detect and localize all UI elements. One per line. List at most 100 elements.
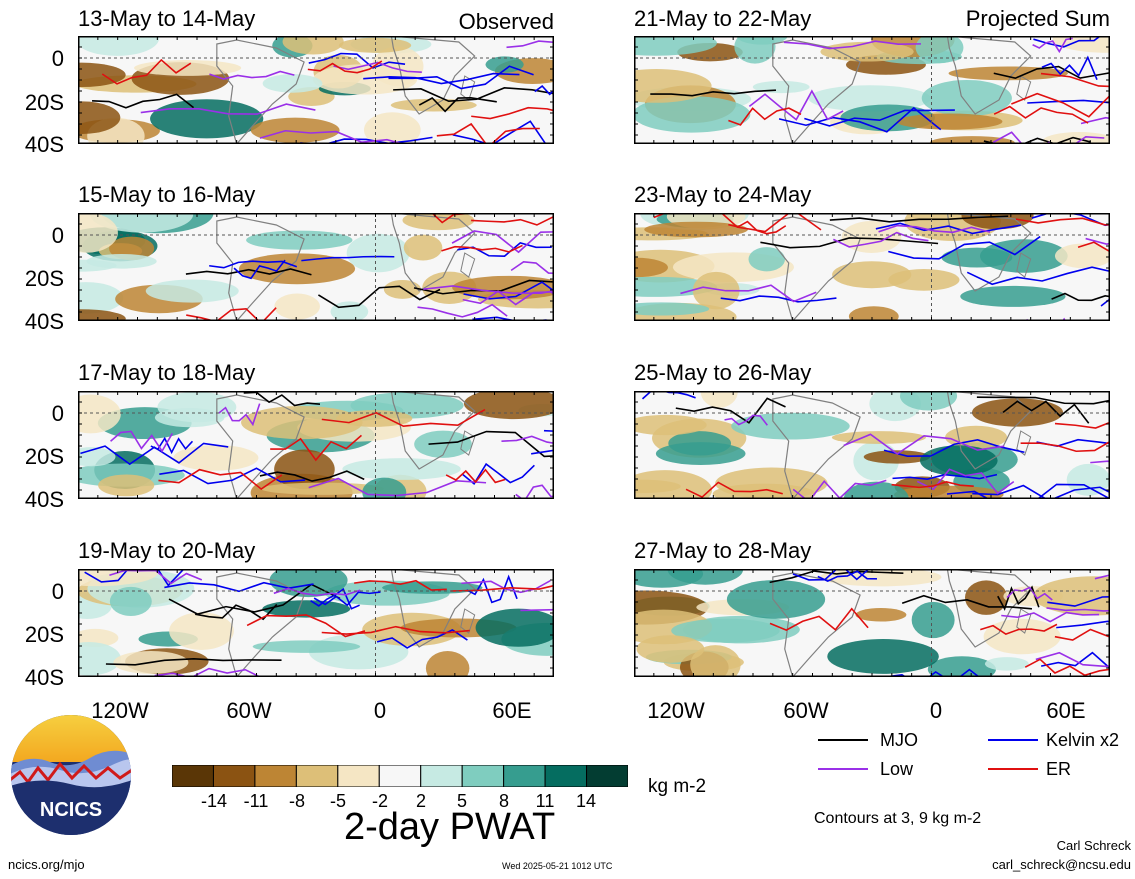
contour-kelvin (301, 255, 395, 262)
contour-low (218, 403, 261, 427)
contour-kelvin (1033, 36, 1102, 48)
contour-er (1015, 217, 1110, 226)
contour-kelvin (466, 574, 518, 604)
contour-er (354, 579, 447, 591)
pwat-anomaly-blob (921, 79, 1012, 117)
pwat-anomaly-blob (463, 391, 554, 420)
pwat-anomaly-blob (831, 431, 927, 444)
coastline-madagascar (1016, 608, 1032, 634)
contour-er (158, 468, 283, 491)
coastline-africa (390, 213, 476, 292)
coastline-south-america (772, 216, 861, 321)
colorbar-tick: -2 (371, 791, 388, 811)
panel-title: 19-May to 20-May (78, 538, 256, 563)
lon-label-60w: 60W (783, 698, 829, 723)
contour-er (246, 614, 366, 638)
contour-kelvin (875, 222, 1022, 235)
footer-url[interactable]: ncics.org/mjo (8, 857, 85, 872)
pwat-anomaly-blob (667, 569, 744, 585)
pwat-anomaly-blob (634, 96, 751, 133)
contour-kelvin (792, 569, 871, 581)
coastline-africa (390, 36, 476, 115)
contour-kelvin (888, 235, 1041, 260)
pwat-anomaly-blob (274, 293, 320, 320)
contour-er (993, 105, 1089, 124)
pwat-anomaly-blob (98, 474, 155, 497)
footer-author: Carl Schreck (1056, 838, 1131, 853)
panel-title: 25-May to 26-May (634, 360, 812, 385)
pwat-anomaly-blob (915, 36, 964, 64)
pwat-anomaly-blob (894, 485, 1004, 499)
footer-email[interactable]: carl_schreck@ncsu.edu (992, 857, 1131, 872)
contour-er (1011, 92, 1110, 118)
colorbar-tick: -14 (200, 791, 227, 811)
contour-er (769, 607, 869, 631)
contour-er (186, 307, 277, 321)
contour-kelvin (1041, 55, 1098, 80)
pwat-anomaly-blob (827, 639, 939, 674)
lat-label-0: 0 (51, 46, 64, 71)
contour-low (843, 433, 1005, 455)
contour-er (728, 107, 802, 126)
contour-mjo (760, 237, 939, 249)
contour-er (101, 58, 192, 85)
colorbar-tick: 14 (575, 791, 597, 811)
contour-mjo (105, 657, 282, 666)
pwat-anomaly-blob (655, 442, 746, 466)
contour-mjo (1002, 400, 1090, 424)
lon-label-120w: 120W (647, 698, 705, 723)
contour-low (140, 103, 316, 115)
colorbar-tick: 11 (535, 791, 555, 811)
contour-mjo (997, 585, 1040, 611)
lat-label-20s: 20S (24, 622, 64, 647)
pwat-anomaly-blob (700, 391, 738, 408)
contour-kelvin (534, 85, 554, 96)
contour-low (423, 285, 554, 294)
contour-low (1032, 37, 1073, 54)
colorbar-swatch (212, 765, 256, 787)
contour-kelvin (457, 241, 552, 257)
contour-mjo (976, 396, 1110, 405)
colorbar-swatch (420, 765, 463, 787)
contour-er (321, 408, 486, 428)
pwat-anomaly-blob (262, 74, 323, 93)
contour-kelvin (817, 570, 877, 583)
pwat-anomaly-blob (911, 601, 955, 639)
coastline-madagascar (460, 608, 476, 634)
contour-low (878, 224, 991, 234)
pwat-anomaly-blob (78, 569, 159, 587)
ncics-logo[interactable]: NCICS (10, 714, 132, 836)
pwat-anomaly-blob (402, 213, 475, 231)
contour-mjo (418, 97, 497, 113)
pwat-anomaly-blob (848, 306, 899, 321)
contour-kelvin (972, 484, 1110, 499)
colorbar-swatch (172, 765, 214, 787)
contour-er (270, 434, 362, 462)
pwat-anomaly-blob (475, 608, 554, 647)
contour-kelvin (376, 628, 468, 649)
pwat-anomaly-blob (269, 569, 348, 598)
contour-kelvin (966, 266, 1110, 286)
pwat-anomaly-blob (636, 635, 705, 663)
coastline-africa (946, 569, 1032, 648)
lon-label-0: 0 (929, 698, 943, 723)
contour-low (154, 667, 262, 677)
pwat-anomaly-blob (984, 657, 1029, 671)
pwat-anomaly-blob (945, 425, 1008, 449)
contour-low (1085, 237, 1110, 245)
contour-er (441, 244, 523, 253)
coastline-south-america (216, 39, 305, 144)
contour-er (436, 122, 540, 144)
coastline-africa (390, 391, 476, 470)
contour-kelvin (233, 259, 286, 280)
contour-er (445, 468, 506, 484)
colorbar-swatch (544, 765, 588, 787)
colorbar-tick: 5 (456, 791, 467, 811)
contour-er (396, 213, 466, 224)
coastline-madagascar (1016, 75, 1032, 101)
contour-mjo (769, 570, 904, 584)
map-plot (634, 569, 1110, 677)
lon-label-0: 0 (373, 698, 387, 723)
coastline-madagascar (460, 252, 476, 278)
contour-mjo (259, 470, 365, 482)
